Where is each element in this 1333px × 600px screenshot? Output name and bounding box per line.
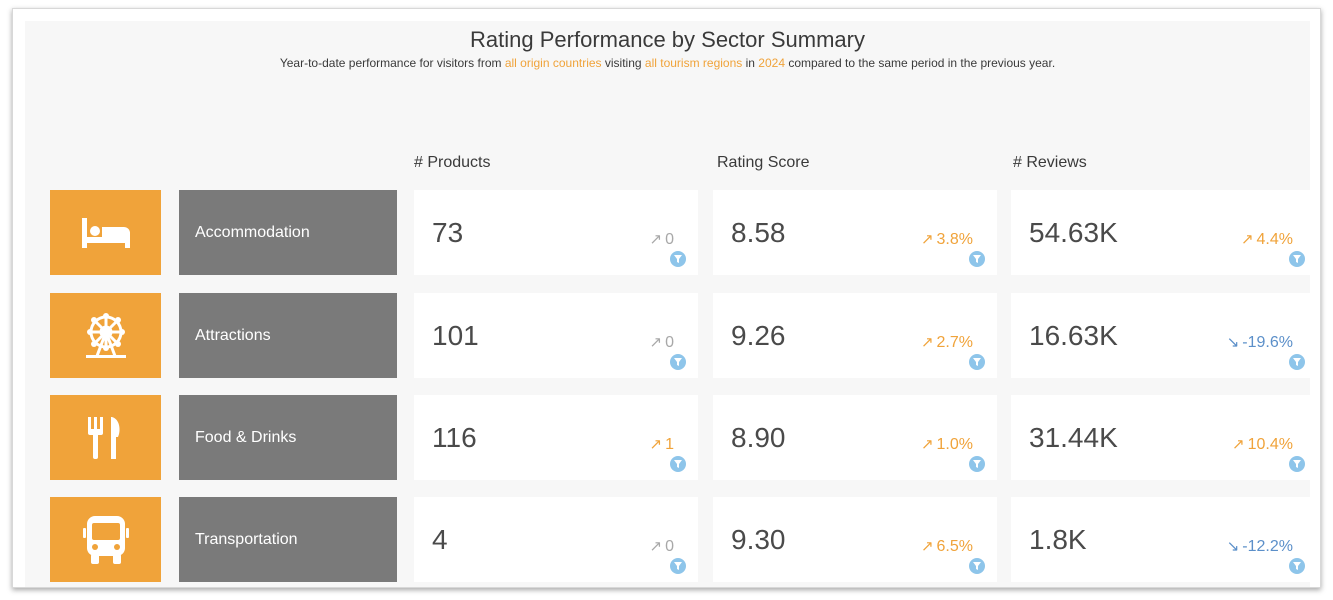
delta-value: -12.2% (1242, 538, 1293, 555)
delta-value: 3.8% (936, 231, 973, 248)
products-card: 116 ↗ 1 (414, 395, 698, 480)
delta-value: 10.4% (1247, 436, 1293, 453)
trend-up-icon: ↗ (649, 538, 663, 555)
column-header-reviews: # Reviews (1013, 154, 1087, 171)
reviews-card: 16.63K ↘ -19.6% (1011, 293, 1317, 378)
delta-value: 0 (665, 231, 674, 248)
reviews-value: 1.8K (1029, 524, 1087, 555)
trend-up-icon: ↗ (1240, 231, 1254, 248)
rating-card: 8.58 ↗ 3.8% (713, 190, 997, 275)
filter-icon[interactable] (670, 456, 686, 472)
ferris-wheel-icon (50, 293, 161, 378)
subtitle-text: in (742, 56, 759, 70)
reviews-card: 1.8K ↘ -12.2% (1011, 497, 1317, 582)
products-card: 73 ↗ 0 (414, 190, 698, 275)
products-value: 4 (432, 524, 448, 555)
sector-label: Transportation (179, 497, 397, 582)
rating-value: 9.30 (731, 524, 786, 555)
rating-delta: ↗ 2.7% (921, 333, 973, 353)
rating-card: 8.90 ↗ 1.0% (713, 395, 997, 480)
rating-value: 8.58 (731, 217, 786, 248)
filter-icon[interactable] (1289, 251, 1305, 267)
trend-down-icon: ↘ (1226, 334, 1240, 351)
filter-icon[interactable] (969, 251, 985, 267)
filter-icon[interactable] (670, 558, 686, 574)
trend-down-icon: ↘ (1226, 538, 1240, 555)
rating-value: 9.26 (731, 320, 786, 351)
filter-icon[interactable] (969, 354, 985, 370)
subtitle-text: Year-to-date performance for visitors fr… (279, 56, 505, 70)
delta-value: 1.0% (936, 436, 973, 453)
bus-icon (50, 497, 161, 582)
trend-up-icon: ↗ (1232, 436, 1245, 453)
reviews-value: 16.63K (1029, 320, 1118, 351)
sector-summary-panel: Rating Performance by Sector Summary Yea… (12, 8, 1321, 588)
products-value: 116 (432, 422, 477, 453)
page-title: Rating Performance by Sector Summary (470, 27, 865, 52)
origin-countries-link[interactable]: all origin countries (504, 56, 602, 70)
filter-icon[interactable] (1289, 558, 1305, 574)
rating-delta: ↗ 6.5% (921, 537, 973, 557)
panel-body: Rating Performance by Sector Summary Yea… (25, 21, 1317, 587)
delta-value: 2.7% (936, 334, 973, 351)
products-card: 4 ↗ 0 (414, 497, 698, 582)
trend-up-icon: ↗ (920, 334, 934, 351)
bed-icon (50, 190, 161, 275)
reviews-delta: ↘ -12.2% (1227, 537, 1293, 557)
delta-value: 6.5% (936, 538, 973, 555)
delta-value: 0 (665, 334, 674, 351)
reviews-delta: ↘ -19.6% (1227, 333, 1293, 353)
sector-label: Food & Drinks (179, 395, 397, 480)
products-card: 101 ↗ 0 (414, 293, 698, 378)
reviews-card: 31.44K ↗ 10.4% (1011, 395, 1317, 480)
column-header-products: # Products (414, 154, 491, 171)
reviews-card: 54.63K ↗ 4.4% (1011, 190, 1317, 275)
filter-icon[interactable] (1289, 354, 1305, 370)
trend-up-icon: ↗ (649, 231, 663, 248)
products-delta: ↗ 0 (650, 230, 674, 250)
rating-delta: ↗ 3.8% (921, 230, 973, 250)
fork-knife-icon (50, 395, 161, 480)
trend-up-icon: ↗ (920, 231, 934, 248)
delta-value: 1 (665, 436, 674, 453)
sector-label: Attractions (179, 293, 397, 378)
reviews-value: 54.63K (1029, 217, 1118, 248)
column-header-rating: Rating Score (717, 154, 810, 171)
products-delta: ↗ 0 (650, 537, 674, 557)
trend-up-icon: ↗ (649, 436, 663, 453)
rating-value: 8.90 (731, 422, 786, 453)
sector-label: Accommodation (179, 190, 397, 275)
filter-icon[interactable] (1289, 456, 1305, 472)
tourism-regions-link[interactable]: all tourism regions (644, 56, 743, 70)
subtitle-text: compared to the same period in the previ… (785, 56, 1056, 70)
rating-delta: ↗ 1.0% (921, 435, 973, 455)
rating-card: 9.26 ↗ 2.7% (713, 293, 997, 378)
trend-up-icon: ↗ (649, 334, 663, 351)
products-delta: ↗ 1 (650, 435, 674, 455)
page-subtitle: Year-to-date performance for visitors fr… (25, 56, 1310, 70)
reviews-value: 31.44K (1029, 422, 1118, 453)
trend-up-icon: ↗ (920, 436, 934, 453)
trend-up-icon: ↗ (920, 538, 934, 555)
products-value: 101 (432, 320, 479, 351)
reviews-delta: ↗ 10.4% (1232, 435, 1293, 455)
delta-value: 0 (665, 538, 674, 555)
reviews-delta: ↗ 4.4% (1241, 230, 1293, 250)
filter-icon[interactable] (670, 251, 686, 267)
subtitle-text: visiting (601, 56, 645, 70)
filter-icon[interactable] (670, 354, 686, 370)
products-value: 73 (432, 217, 464, 248)
delta-value: 4.4% (1256, 231, 1293, 248)
filter-icon[interactable] (969, 456, 985, 472)
rating-card: 9.30 ↗ 6.5% (713, 497, 997, 582)
products-delta: ↗ 0 (650, 333, 674, 353)
delta-value: -19.6% (1242, 334, 1293, 351)
filter-icon[interactable] (969, 558, 985, 574)
year-link[interactable]: 2024 (758, 56, 785, 70)
